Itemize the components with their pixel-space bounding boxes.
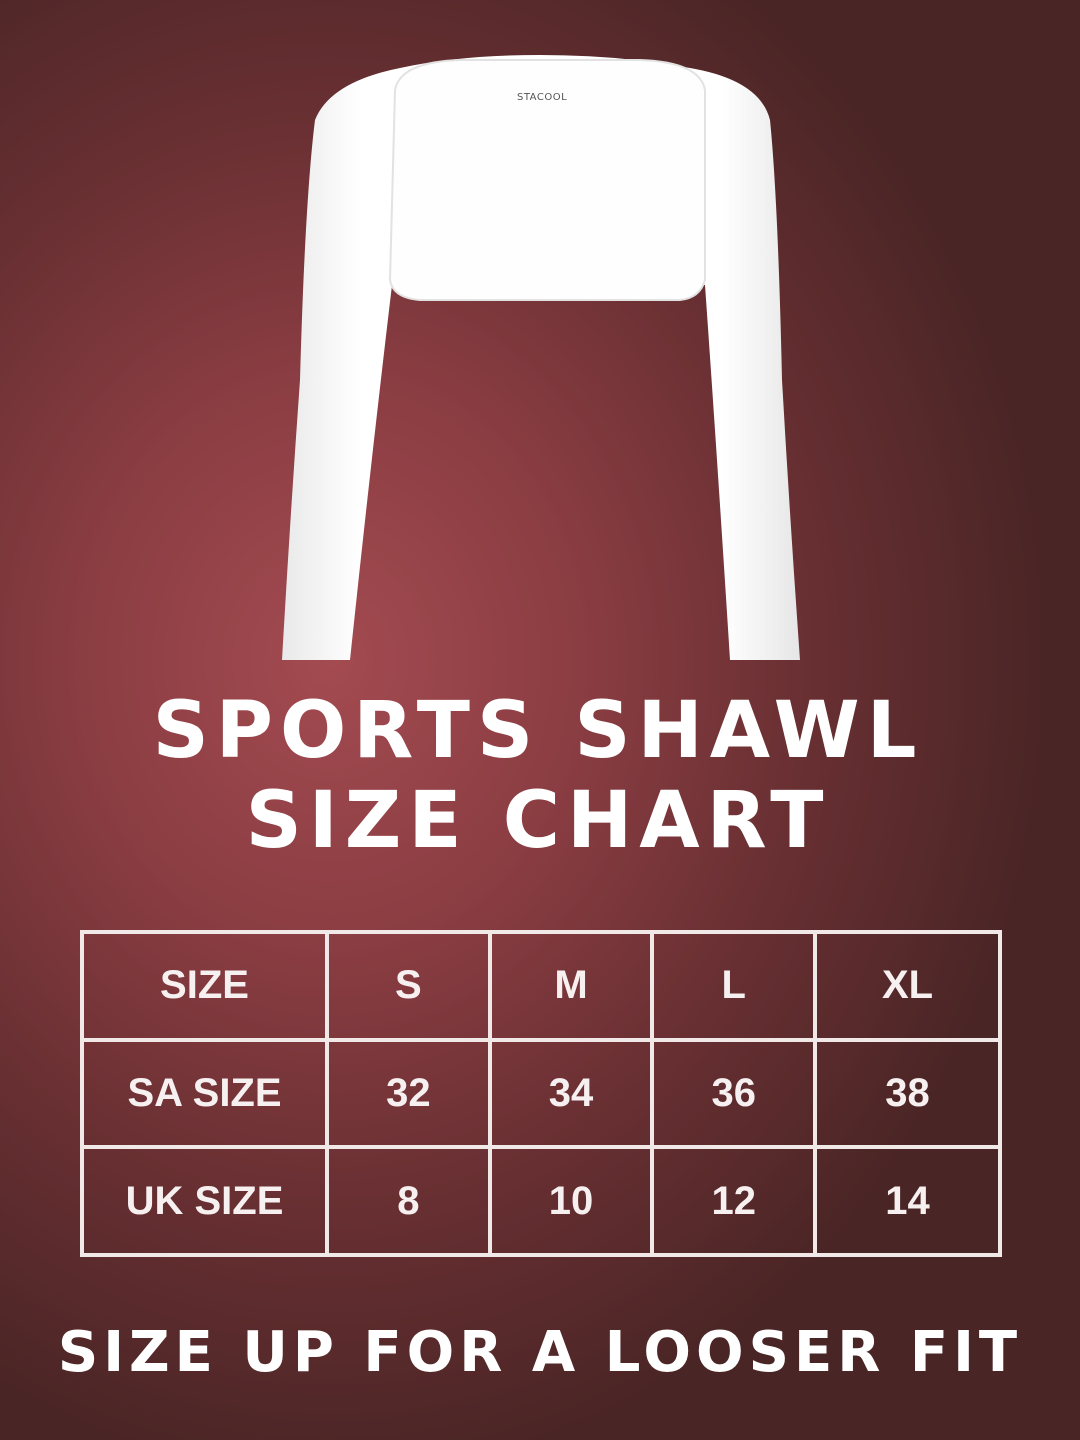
header-cell: SIZE [80,930,329,1042]
shawl-body-panel [388,59,706,301]
shawl-illustration [282,55,800,660]
header-cell: L [650,930,818,1042]
table-cell: 38 [813,1037,1002,1150]
row-label: UK SIZE [80,1145,329,1257]
table-row: SA SIZE 32 34 36 38 [80,1037,1002,1150]
row-label: SA SIZE [80,1037,329,1150]
brand-logo: STACOOL [517,92,568,103]
header-cell: XL [813,930,1002,1042]
table-cell: 12 [650,1145,818,1257]
size-chart-table: SIZE S M L XL SA SIZE 32 34 36 38 UK SIZ… [80,930,1002,1257]
header-cell: M [487,930,655,1042]
table-cell: 34 [487,1037,655,1150]
table-cell: 14 [813,1145,1002,1257]
page-title-line1: SPORTS SHAWL [152,686,924,776]
fit-note: SIZE UP FOR A LOOSER FIT [57,1320,1023,1385]
page-title-line2: SIZE CHART [245,776,831,866]
table-header-row: SIZE S M L XL [80,930,1002,1042]
header-cell: S [325,930,492,1042]
table-cell: 36 [650,1037,818,1150]
table-cell: 10 [487,1145,655,1257]
table-cell: 32 [325,1037,492,1150]
table-row: UK SIZE 8 10 12 14 [80,1145,1002,1257]
table-cell: 8 [325,1145,492,1257]
